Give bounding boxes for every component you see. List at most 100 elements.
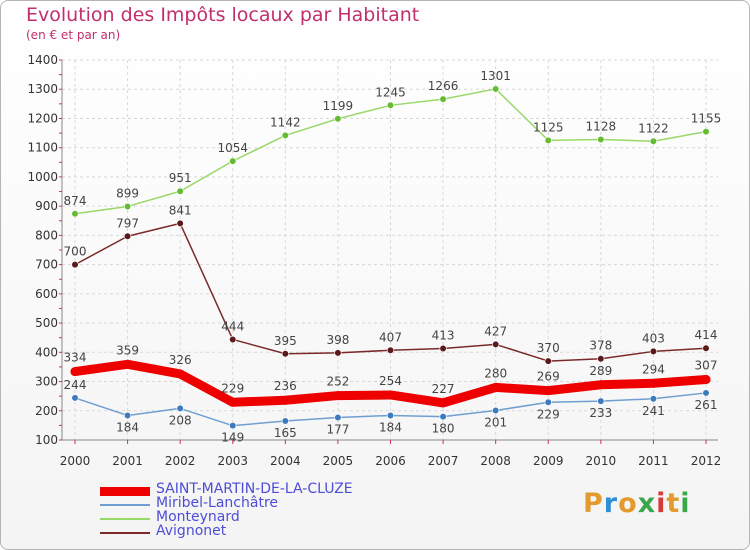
legend-swatch-miribel	[100, 504, 150, 506]
logo-letter: i	[680, 488, 691, 519]
data-point-miribel-lanch-tre	[71, 394, 79, 402]
data-point-avignonet	[544, 357, 552, 365]
data-point-saint-martin-de-la-cluze	[543, 386, 553, 396]
legend-swatch-avignonet	[100, 532, 150, 534]
data-point-monteynard	[492, 85, 500, 93]
data-label-saint-martin-de-la-cluze: 229	[221, 381, 244, 395]
y-tick-label: 1400	[27, 53, 58, 67]
data-label-avignonet: 395	[274, 334, 297, 348]
x-tick-label: 2001	[112, 454, 143, 468]
x-axis-ticks: 2000 2001 2002 2003 2004 2005 2006 2007 2008 2009…	[60, 454, 722, 468]
data-point-miribel-lanch-tre	[702, 389, 710, 397]
data-point-saint-martin-de-la-cluze	[70, 367, 80, 377]
data-point-miribel-lanch-tre	[649, 395, 658, 403]
data-point-miribel-lanch-tre	[597, 397, 605, 405]
data-point-monteynard	[649, 137, 658, 145]
y-tick-label: 1200	[27, 111, 58, 125]
data-point-monteynard	[229, 157, 237, 165]
x-tick-label: 2005	[323, 454, 354, 468]
data-label-avignonet: 700	[64, 245, 87, 259]
x-tick-label: 2003	[217, 454, 248, 468]
data-point-saint-martin-de-la-cluze	[175, 369, 185, 379]
data-label-monteynard: 1128	[586, 120, 617, 134]
data-point-miribel-lanch-tre	[334, 413, 342, 422]
data-label-avignonet: 414	[695, 328, 718, 342]
y-tick-label: 500	[35, 316, 58, 330]
data-label-monteynard: 1199	[323, 99, 354, 113]
data-point-monteynard	[702, 128, 710, 136]
proxiti-logo: Proxiti	[583, 488, 691, 519]
data-point-miribel-lanch-tre	[492, 406, 500, 415]
logo-letter: o	[618, 488, 638, 519]
data-point-miribel-lanch-tre	[281, 417, 289, 425]
axes	[59, 59, 718, 444]
data-point-saint-martin-de-la-cluze	[123, 359, 133, 369]
y-tick-label: 900	[35, 199, 58, 213]
data-label-monteynard: 951	[169, 171, 192, 185]
data-label-avignonet: 427	[484, 324, 507, 338]
data-label-monteynard: 1155	[691, 112, 722, 126]
data-label-avignonet: 413	[432, 329, 455, 343]
data-label-miribel-lanch-tre: 244	[64, 378, 87, 392]
data-point-avignonet	[702, 344, 710, 352]
logo-letter: t	[666, 488, 681, 519]
data-label-avignonet: 370	[537, 341, 560, 355]
y-tick-label: 300	[35, 375, 58, 389]
data-label-monteynard: 1125	[533, 120, 564, 134]
legend-label: Miribel-Lanchâtre	[156, 495, 279, 511]
data-label-miribel-lanch-tre: 229	[537, 407, 560, 421]
data-point-saint-martin-de-la-cluze	[280, 395, 290, 405]
data-label-miribel-lanch-tre: 208	[169, 413, 192, 427]
y-axis-ticks: 100 200 300 400 500 600 700 800 900 1000 1100 1200 1…	[27, 53, 58, 447]
data-labels: 874 899 951 1054 1142 1199 1245 1266 1301 1125 112…	[64, 69, 722, 445]
data-label-saint-martin-de-la-cluze: 252	[326, 375, 349, 389]
data-label-avignonet: 797	[116, 216, 139, 230]
x-tick-label: 2007	[428, 454, 459, 468]
data-label-avignonet: 378	[589, 339, 612, 353]
data-point-monteynard	[176, 187, 184, 195]
data-label-saint-martin-de-la-cluze: 326	[169, 353, 192, 367]
y-tick-label: 600	[35, 287, 58, 301]
data-label-miribel-lanch-tre: 180	[432, 422, 455, 436]
data-point-saint-martin-de-la-cluze	[228, 397, 238, 407]
chart-subtitle: (en € et par an)	[26, 28, 121, 42]
x-tick-label: 2008	[480, 454, 511, 468]
data-label-monteynard: 1054	[217, 141, 248, 155]
data-label-saint-martin-de-la-cluze: 236	[274, 379, 297, 393]
data-point-avignonet	[386, 346, 395, 354]
x-tick-label: 2011	[638, 454, 669, 468]
y-tick-label: 100	[35, 433, 58, 447]
data-point-avignonet	[71, 261, 79, 269]
data-label-saint-martin-de-la-cluze: 227	[432, 382, 455, 396]
data-point-miribel-lanch-tre	[123, 411, 132, 420]
data-point-avignonet	[439, 344, 447, 353]
data-label-saint-martin-de-la-cluze: 269	[537, 370, 560, 384]
data-point-monteynard	[439, 95, 447, 103]
grid-lines	[62, 59, 718, 440]
data-point-saint-martin-de-la-cluze	[333, 391, 343, 401]
data-point-avignonet	[281, 350, 289, 358]
data-point-saint-martin-de-la-cluze	[386, 390, 395, 400]
data-point-avignonet	[334, 349, 342, 357]
data-label-miribel-lanch-tre: 184	[116, 420, 139, 434]
y-tick-label: 1100	[27, 141, 58, 155]
data-point-avignonet	[649, 347, 658, 356]
chart-title: Evolution des Impôts locaux par Habitant	[26, 4, 420, 26]
x-tick-label: 2000	[60, 454, 91, 468]
data-label-avignonet: 407	[379, 330, 402, 344]
data-label-monteynard: 1245	[375, 85, 406, 99]
data-label-saint-martin-de-la-cluze: 294	[642, 362, 665, 376]
logo-letter: P	[583, 488, 604, 519]
data-label-miribel-lanch-tre: 184	[379, 420, 402, 434]
data-point-avignonet	[123, 232, 132, 240]
data-point-monteynard	[597, 135, 605, 144]
data-point-monteynard	[386, 101, 395, 109]
data-point-avignonet	[597, 355, 605, 363]
data-label-monteynard: 1122	[638, 121, 669, 135]
data-label-avignonet: 398	[326, 333, 349, 347]
data-point-miribel-lanch-tre	[176, 404, 184, 413]
x-tick-label: 2002	[165, 454, 196, 468]
y-tick-label: 1000	[27, 170, 58, 184]
data-point-saint-martin-de-la-cluze	[648, 378, 658, 388]
